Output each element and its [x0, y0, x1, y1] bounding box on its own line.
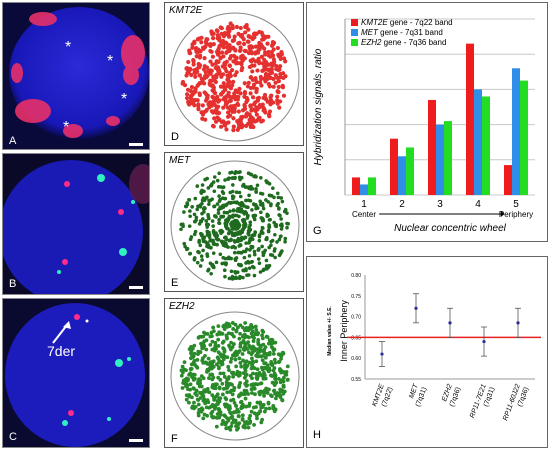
y-tick-label: 0.75 — [351, 294, 361, 300]
scale-bar — [129, 143, 143, 146]
gene-label: KMT2E — [169, 5, 203, 16]
y-tick-label: 0.70 — [351, 315, 361, 321]
x-axis-title: Nuclear concentric wheel — [394, 223, 506, 234]
y-axis-title: Median value +/- S.E. — [327, 306, 333, 356]
x-tick-label: RP11-60J22(7q36) — [502, 383, 530, 425]
annotation-7der: 7der — [47, 343, 76, 359]
bar — [512, 68, 520, 195]
chart-h-panel: 0.55 0.60 0.65 0.70 0.75 0.80 Median value +/-… — [306, 256, 548, 448]
panel-label-h: H — [313, 429, 321, 441]
median-plot: 0.55 0.60 0.65 0.70 0.75 0.80 Median value +/-… — [327, 273, 541, 425]
bar — [428, 99, 436, 195]
legend-entry: KMT2E gene - 7q22 band — [361, 18, 453, 27]
star-marker: * — [121, 91, 128, 108]
panel-label-b: B — [9, 278, 17, 290]
red-signal-clusters — [11, 12, 145, 138]
median-point — [516, 321, 520, 325]
nucleus-image-a — [9, 7, 149, 139]
bar — [436, 124, 444, 195]
region-label-inner: Inner — [339, 341, 349, 362]
scale-bar — [129, 286, 143, 289]
bar — [474, 89, 482, 195]
y-tick-label: 0.55 — [351, 377, 361, 383]
bar — [444, 121, 452, 195]
bar — [360, 184, 368, 195]
x-tick-label: 3 — [437, 199, 443, 210]
micrograph-b: B — [2, 153, 150, 295]
x-sublabel: Periphery — [499, 210, 533, 219]
x-tick-label: KMT2E(7q22) — [371, 383, 394, 411]
star-marker: * — [107, 53, 114, 70]
nucleus-image-b — [3, 160, 149, 294]
signal-dots — [179, 169, 290, 281]
signal-dots — [180, 21, 288, 133]
region-label-periphery: Periphery — [339, 300, 349, 339]
chart-g-panel: 1 Center 2 3 4 5 Periphery Nuclear concentric w… — [306, 2, 548, 242]
panel-label-d: D — [171, 131, 179, 143]
legend-swatch — [351, 29, 358, 36]
bar — [504, 165, 512, 195]
x-tick-label: EZH2(7q36) — [440, 383, 462, 408]
panel-label-g: G — [313, 225, 322, 237]
micrograph-c: 7der C — [2, 298, 150, 448]
y-tick-label: 0.65 — [351, 335, 361, 341]
dot-plot-d: KMT2E D — [164, 2, 304, 146]
panel-label-a: A — [9, 135, 17, 147]
median-point — [482, 339, 486, 344]
median-point — [380, 352, 384, 356]
panel-label-e: E — [171, 277, 179, 289]
arrow-head — [500, 211, 505, 217]
nucleus-outline — [170, 160, 300, 290]
x-tick-label: RP11-7E21(7q31) — [469, 383, 496, 422]
x-tick-label: 2 — [399, 199, 405, 210]
bar — [406, 147, 414, 195]
bar — [352, 177, 360, 195]
star-marker: * — [65, 39, 72, 56]
micrograph-a: * * * * A — [2, 2, 150, 150]
bar — [466, 43, 474, 195]
legend-entry: MET gene - 7q31 band — [361, 28, 443, 37]
x-tick-label: 1 — [361, 199, 367, 210]
legend-swatch — [351, 19, 358, 26]
gene-label: EZH2 — [169, 301, 195, 312]
fish-signals — [57, 174, 135, 274]
fish-signals — [62, 314, 131, 426]
panel-label-f: F — [171, 433, 178, 445]
dot-plot-f: EZH2 F — [164, 298, 304, 448]
dot-plot-e: MET E — [164, 152, 304, 292]
radial-dot-map — [170, 160, 300, 290]
bar — [390, 138, 398, 195]
bar — [482, 96, 490, 195]
median-point — [448, 321, 452, 325]
bar — [368, 177, 376, 195]
scale-bar — [129, 439, 143, 442]
y-axis-title: Hybridization signals, ratio — [313, 48, 324, 165]
x-sublabel: Center — [352, 210, 376, 219]
arrow — [52, 324, 68, 344]
star-marker: * — [63, 119, 70, 136]
x-tick-label: MET(7q31) — [406, 383, 428, 408]
signal-dots — [179, 321, 290, 432]
gene-label: MET — [169, 155, 191, 166]
y-tick-label: 0.80 — [351, 273, 361, 279]
median-point — [414, 306, 418, 310]
legend-swatch — [351, 39, 358, 46]
bar — [398, 156, 406, 195]
y-tick-label: 0.60 — [351, 356, 361, 362]
nucleus-outline — [170, 12, 300, 142]
radial-dot-map — [170, 12, 300, 142]
x-tick-label: 5 — [513, 199, 519, 210]
x-tick-label: 4 — [475, 199, 481, 210]
radial-dot-map — [170, 311, 300, 441]
nucleus-image-c — [5, 303, 145, 447]
legend-entry: EZH2 gene - 7q36 band — [361, 38, 446, 47]
bar — [520, 80, 528, 195]
panel-label-c: C — [9, 431, 17, 443]
nucleus-outline — [170, 311, 300, 441]
